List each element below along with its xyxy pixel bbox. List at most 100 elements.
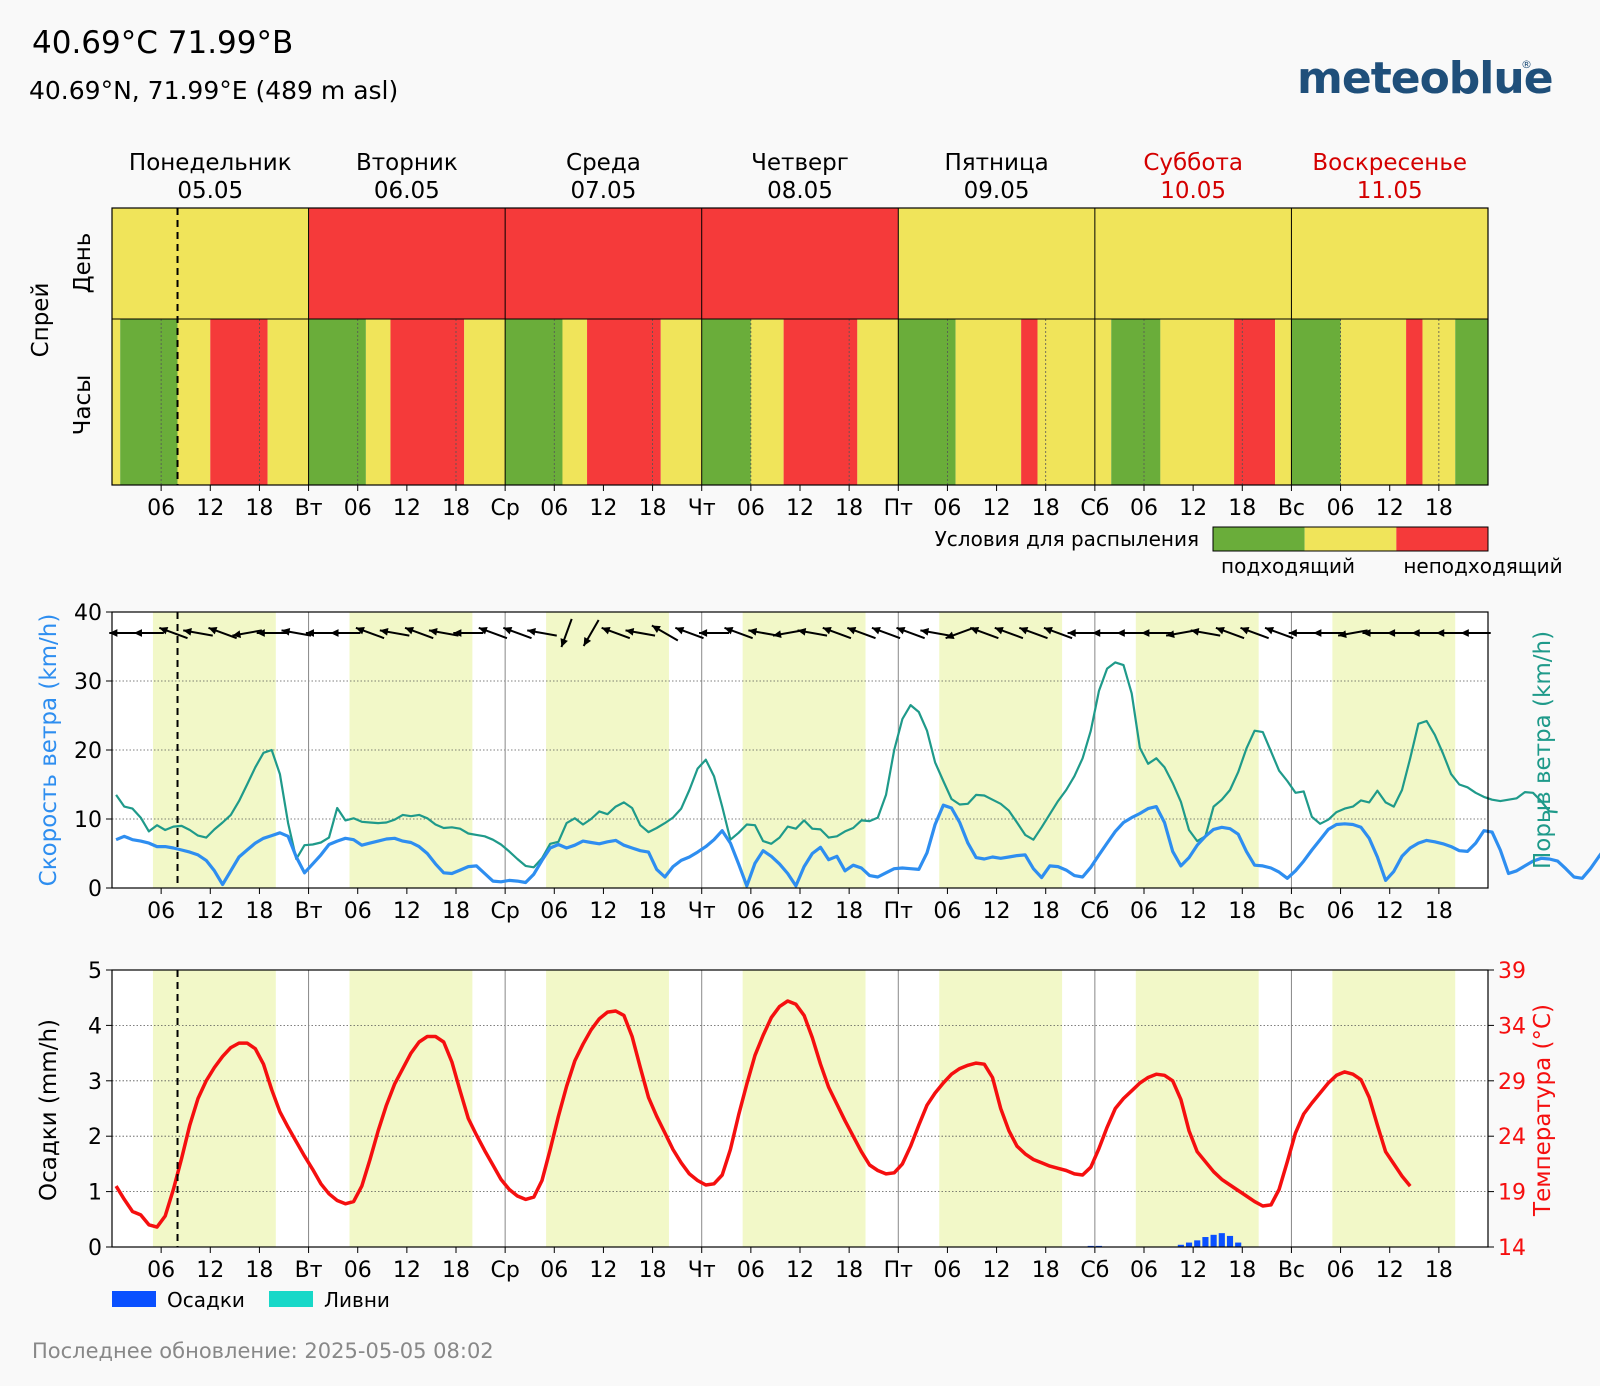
legend-label-showers: Ливни [324,1288,390,1312]
x-tick-label: Пт [884,496,914,521]
x-tick-label: 18 [245,496,273,521]
x-tick-label: 12 [1376,496,1404,521]
wind-direction-arrow [822,626,852,640]
x-tick-label: 12 [393,1258,421,1283]
y-tick-label: 30 [74,670,102,695]
wind-direction-arrow [379,627,410,637]
x-tick-label: 18 [639,496,667,521]
precipitation-legend: Осадки Ливни [112,1288,390,1312]
x-tick-label: 18 [1228,1258,1256,1283]
x-tick-label: Вс [1278,496,1305,521]
x-tick-label: 12 [1376,1258,1404,1283]
wind-direction-arrow [896,626,926,640]
meteoblue-logo[interactable]: meteoblue [1297,53,1554,104]
x-tick-label: 12 [1376,899,1404,924]
x-tick-label: 12 [786,1258,814,1283]
wind-direction-arrow [1018,626,1048,640]
wind-direction-arrow [1240,626,1270,640]
day-date: 05.05 [177,178,243,204]
spray-hour-cell [390,319,465,485]
x-tick-label: 06 [540,899,568,924]
x-tick-label: Сб [1080,899,1109,924]
precipitation-bar [1202,1237,1209,1247]
daylight-band [152,970,276,1247]
x-tick-label: Чт [688,1258,716,1283]
x-tick-label: 12 [196,899,224,924]
x-tick-label: 18 [1425,1258,1453,1283]
precipitation-bar [1226,1235,1234,1247]
x-tick-label: Ср [490,1258,519,1283]
y-tick-label: 20 [74,739,102,764]
y-tick-label: 2 [88,1125,102,1150]
wind-direction-arrow [1043,626,1073,640]
x-tick-label: Вс [1278,1258,1305,1283]
x-tick-label: 06 [147,899,175,924]
x-tick-label: 06 [933,899,961,924]
x-tick-label: 18 [639,1258,667,1283]
wind-direction-arrow [256,629,287,637]
x-tick-label: 12 [589,899,617,924]
spray-hour-cell [1234,319,1276,485]
wind-direction-arrow [674,626,704,640]
spray-legend: Условия для распыления подходящий неподход… [935,526,1563,578]
y-tick-label: 1 [88,1181,102,1206]
spray-hour-cell [1340,319,1407,485]
legend-swatch-moderate [1304,527,1397,551]
spray-hour-cell [1406,319,1423,485]
daylight-band [1135,970,1259,1247]
daylight-band [1332,970,1456,1247]
x-tick-label: 18 [442,496,470,521]
x-tick-label: 12 [589,1258,617,1283]
spray-day-cell [1291,208,1488,319]
day-date: 07.05 [570,178,636,204]
last-updated: Последнее обновление: 2025-05-05 08:02 [32,1339,494,1363]
legend-low-label: подходящий [1221,554,1355,578]
x-tick-label: Пт [884,1258,914,1283]
spray-hour-cell [112,319,121,485]
x-tick-label: 18 [442,1258,470,1283]
x-tick-label: Чт [688,496,716,521]
temperature-axis-label: Температура (°C) [1530,1004,1556,1217]
spray-hour-cell [701,319,751,485]
wind-direction-arrow [994,626,1024,640]
legend-frame [1212,526,1489,552]
x-tick-label: Пт [884,899,914,924]
x-tick-label: 06 [1327,1258,1355,1283]
daylight-band [546,970,669,1247]
day-date: 08.05 [767,178,833,204]
spray-hour-cell [955,319,1022,485]
x-tick-label: 18 [1032,496,1060,521]
day-name: Воскресенье [1312,150,1467,176]
wind-direction-arrow [404,626,434,640]
x-tick-label: 12 [1179,899,1207,924]
day-date: 10.05 [1160,178,1226,204]
day-name: Среда [566,150,641,176]
wind-direction-arrow [969,626,999,640]
spray-hour-cell [120,319,178,485]
precipitation-bar [1194,1240,1201,1247]
spray-hour-cell [1037,319,1095,485]
spray-hour-cell [177,319,211,485]
spray-day-cell [1094,208,1292,319]
x-tick-label: 12 [393,899,421,924]
wind-direction-arrow [502,626,532,640]
x-tick-label: 18 [1032,1258,1060,1283]
x-tick-label: 18 [1032,899,1060,924]
x-tick-label: 18 [639,899,667,924]
x-tick-label: 06 [1130,899,1158,924]
x-tick-label: 12 [393,496,421,521]
x-tick-label: Ср [490,899,519,924]
x-tick-label: 06 [344,496,372,521]
legend-label-precipitation: Осадки [167,1288,245,1312]
spray-hour-cell [464,319,506,485]
wind-direction-arrow [1337,629,1368,639]
x-tick-label: 06 [540,1258,568,1283]
y2-tick-label: 19 [1498,1181,1526,1206]
x-tick-label: 06 [147,1258,175,1283]
x-tick-label: 06 [344,899,372,924]
wind-direction-arrow [1215,626,1245,640]
spray-day-cell [308,208,506,319]
x-tick-label: 06 [540,496,568,521]
